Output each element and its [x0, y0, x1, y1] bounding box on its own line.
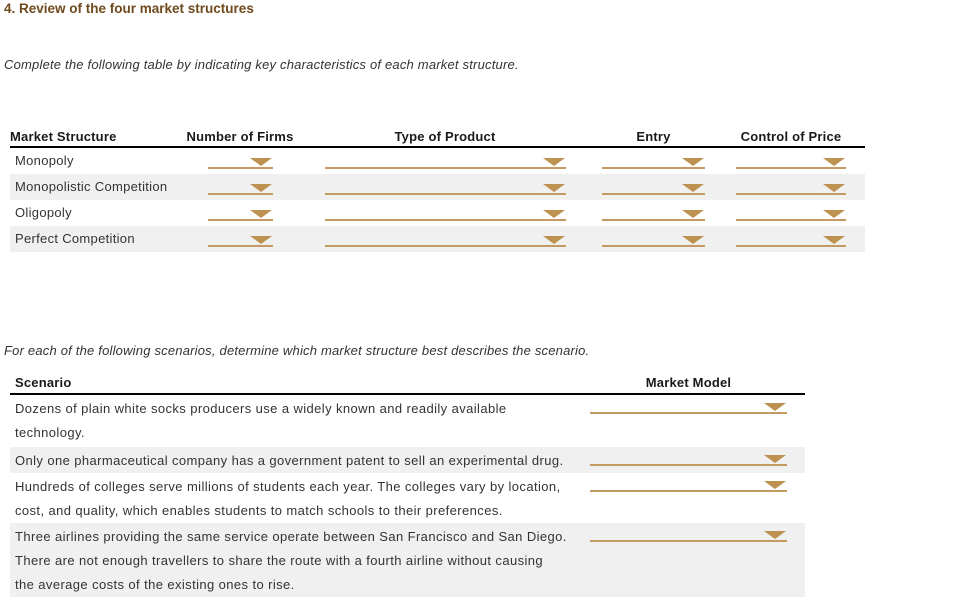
chevron-down-icon — [823, 184, 845, 192]
entry-dropdown[interactable] — [602, 236, 705, 247]
chevron-down-icon — [823, 236, 845, 244]
control-of-price-dropdown[interactable] — [736, 236, 846, 247]
table-row-monopolistic-competition: Monopolistic Competition — [10, 174, 865, 200]
table-row-perfect-competition: Perfect Competition — [10, 226, 865, 252]
chevron-down-icon — [249, 184, 272, 192]
control-of-price-dropdown[interactable] — [736, 158, 846, 169]
scenario-text-line: Dozens of plain white socks producers us… — [15, 401, 507, 416]
scenario-row-pharmaceutical: Only one pharmaceutical company has a go… — [10, 447, 805, 473]
scenario-text-line: the average costs of the existing ones t… — [15, 577, 295, 592]
scenario-text: Three airlines providing the same servic… — [10, 523, 590, 597]
scenario-text-line: Three airlines providing the same servic… — [15, 529, 567, 544]
control-of-price-dropdown[interactable] — [736, 210, 846, 221]
chevron-down-icon — [682, 210, 704, 218]
page-title: 4. Review of the four market structures — [4, 1, 254, 16]
scenario-text: Only one pharmaceutical company has a go… — [10, 447, 590, 473]
scenario-row-airlines: Three airlines providing the same servic… — [10, 523, 805, 597]
table-instruction: Complete the following table by indicati… — [4, 57, 519, 72]
scenarios-table: Scenario Market Model Dozens of plain wh… — [10, 373, 805, 597]
structures-header-row: Market Structure Number of Firms Type of… — [10, 127, 865, 148]
market-model-dropdown[interactable] — [590, 455, 787, 466]
type-of-product-dropdown[interactable] — [324, 158, 566, 169]
type-of-product-dropdown[interactable] — [324, 210, 566, 221]
chevron-down-icon — [542, 236, 565, 244]
control-of-price-dropdown[interactable] — [736, 184, 846, 195]
row-label: Oligopoly — [15, 205, 72, 220]
chevron-down-icon — [542, 210, 565, 218]
chevron-down-icon — [249, 158, 272, 166]
scenario-text: Hundreds of colleges serve millions of s… — [10, 473, 590, 523]
chevron-down-icon — [823, 158, 845, 166]
col-header-number-of-firms: Number of Firms — [186, 129, 294, 144]
scenario-row-socks: Dozens of plain white socks producers us… — [10, 395, 805, 447]
chevron-down-icon — [249, 236, 272, 244]
scenario-text: Dozens of plain white socks producers us… — [10, 395, 590, 447]
market-model-dropdown[interactable] — [590, 531, 787, 542]
type-of-product-dropdown[interactable] — [324, 184, 566, 195]
chevron-down-icon — [249, 210, 272, 218]
scenarios-instruction: For each of the following scenarios, det… — [4, 343, 590, 358]
col-header-type-of-product: Type of Product — [394, 129, 496, 144]
scenario-text-line: technology. — [15, 425, 85, 440]
market-model-dropdown[interactable] — [590, 403, 787, 414]
chevron-down-icon — [764, 531, 786, 539]
table-row-monopoly: Monopoly — [10, 148, 865, 174]
scenario-text-line: Hundreds of colleges serve millions of s… — [15, 479, 561, 494]
number-of-firms-dropdown[interactable] — [207, 158, 273, 169]
row-label: Monopoly — [15, 153, 74, 168]
market-structures-table: Market Structure Number of Firms Type of… — [10, 127, 865, 252]
chevron-down-icon — [764, 481, 786, 489]
chevron-down-icon — [542, 158, 565, 166]
col-header-market-model: Market Model — [645, 375, 732, 390]
market-model-dropdown[interactable] — [590, 481, 787, 492]
col-header-control-of-price: Control of Price — [740, 129, 842, 144]
entry-dropdown[interactable] — [602, 158, 705, 169]
col-header-scenario: Scenario — [15, 375, 72, 390]
chevron-down-icon — [823, 210, 845, 218]
entry-dropdown[interactable] — [602, 184, 705, 195]
col-header-market-structure: Market Structure — [10, 129, 117, 144]
table-row-oligopoly: Oligopoly — [10, 200, 865, 226]
scenario-text-line: cost, and quality, which enables student… — [15, 503, 503, 518]
number-of-firms-dropdown[interactable] — [207, 236, 273, 247]
chevron-down-icon — [682, 236, 704, 244]
scenario-row-colleges: Hundreds of colleges serve millions of s… — [10, 473, 805, 523]
row-label: Perfect Competition — [15, 231, 135, 246]
number-of-firms-dropdown[interactable] — [207, 184, 273, 195]
entry-dropdown[interactable] — [602, 210, 705, 221]
row-label: Monopolistic Competition — [15, 179, 168, 194]
chevron-down-icon — [764, 455, 786, 463]
col-header-entry: Entry — [636, 129, 671, 144]
chevron-down-icon — [542, 184, 565, 192]
chevron-down-icon — [682, 158, 704, 166]
number-of-firms-dropdown[interactable] — [207, 210, 273, 221]
chevron-down-icon — [682, 184, 704, 192]
scenario-text-line: There are not enough travellers to share… — [15, 553, 544, 568]
scenario-text-line: Only one pharmaceutical company has a go… — [15, 453, 564, 468]
type-of-product-dropdown[interactable] — [324, 236, 566, 247]
scenarios-header-row: Scenario Market Model — [10, 373, 805, 395]
chevron-down-icon — [764, 403, 786, 411]
